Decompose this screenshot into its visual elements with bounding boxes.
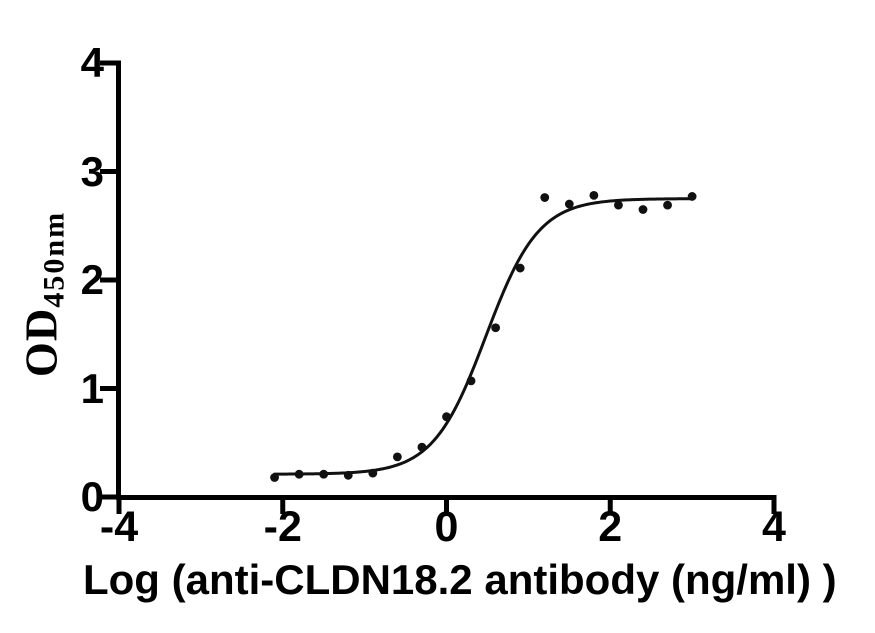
data-point bbox=[491, 323, 501, 333]
y-tick-label: 4 bbox=[80, 39, 104, 86]
x-tick-label: -4 bbox=[99, 503, 139, 551]
data-point bbox=[589, 190, 599, 200]
x-tick-label: -2 bbox=[263, 503, 302, 551]
data-point bbox=[540, 193, 550, 202]
data-point bbox=[638, 205, 648, 214]
fit-curve bbox=[273, 197, 694, 476]
x-axis-title: Log (anti-CLDN18.2 antibody (ng/ml) ) bbox=[83, 556, 837, 603]
data-point bbox=[442, 412, 451, 422]
y-tick-label: 1 bbox=[80, 364, 104, 412]
data-point bbox=[466, 376, 476, 386]
y-tick-label: 0 bbox=[80, 473, 104, 520]
x-tick-label: 0 bbox=[434, 503, 459, 551]
data-point bbox=[663, 200, 672, 210]
x-tick-label: 2 bbox=[598, 503, 623, 551]
y-tick-label: 2 bbox=[80, 256, 104, 303]
data-point bbox=[564, 199, 574, 209]
data-point bbox=[417, 442, 427, 452]
data-point bbox=[614, 200, 623, 210]
x-tick-label: 4 bbox=[762, 503, 786, 551]
data-point bbox=[270, 473, 279, 482]
y-tick-label: 3 bbox=[80, 147, 104, 195]
data-point bbox=[392, 452, 402, 462]
data-point bbox=[343, 470, 353, 480]
data-point bbox=[515, 263, 525, 273]
data-point bbox=[687, 192, 697, 201]
data-point bbox=[294, 469, 304, 479]
data-point bbox=[368, 468, 378, 478]
data-point bbox=[319, 469, 329, 479]
